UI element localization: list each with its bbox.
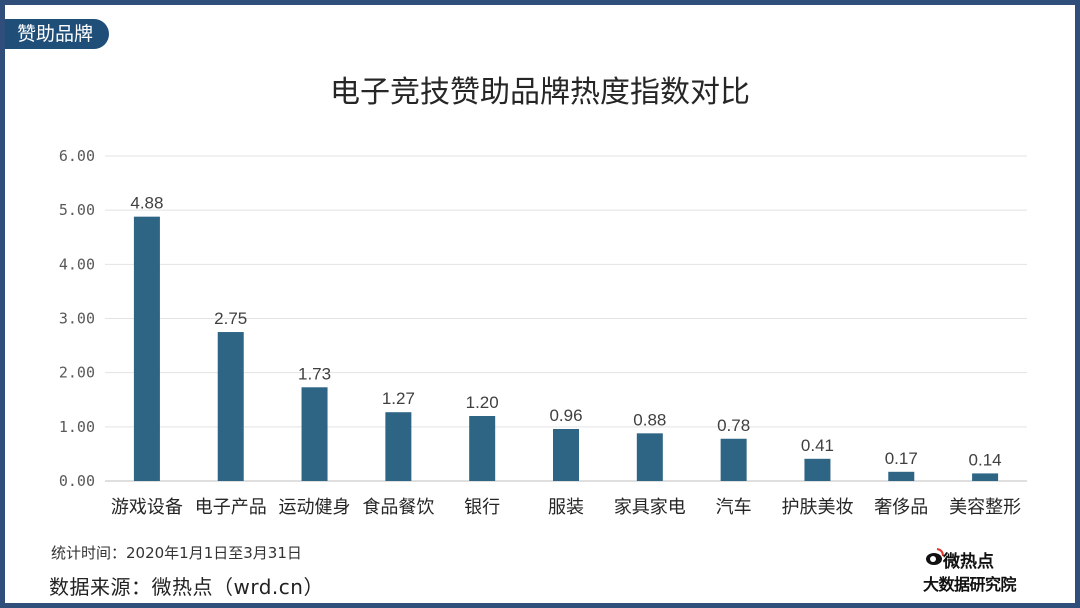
logo-text: 微热点 [943,552,994,572]
data-label: 1.20 [466,393,499,412]
category-label: 运动健身 [279,497,351,518]
y-tick-label: 0.00 [59,472,95,490]
bar [469,416,496,481]
bar [217,332,244,481]
data-label: 0.88 [633,410,666,429]
data-label: 0.14 [969,450,1002,469]
chart-title: 电子竞技赞助品牌热度指数对比 [330,75,750,110]
bar [385,412,412,481]
data-label: 0.41 [801,436,834,455]
category-label: 美容整形 [949,497,1021,518]
bar [133,216,160,481]
bar [972,473,999,481]
bar [301,387,328,481]
data-source: 数据来源：微热点（wrd.cn） [49,575,324,599]
data-label: 1.73 [298,364,331,383]
y-tick-label: 3.00 [59,310,95,328]
y-tick-label: 1.00 [59,418,95,436]
y-tick-label: 5.00 [59,201,95,219]
y-tick-label: 4.00 [59,255,95,273]
y-tick-label: 2.00 [59,364,95,382]
y-tick-label: 6.00 [59,147,95,165]
category-label: 奢侈品 [874,497,928,518]
data-label: 0.96 [549,406,582,425]
data-label: 2.75 [214,309,247,328]
category-label: 电子产品 [195,497,267,518]
weibo-eye-icon [926,548,944,565]
bar [888,471,915,481]
category-label: 食品餐饮 [362,497,434,518]
category-label: 服装 [548,497,584,518]
bar-chart: 0.00 1.00 2.00 3.00 4.00 5.00 6.00 4.88 游戏设备 2.75… [59,147,1027,518]
logo-subtext: 大数据研究院 [923,575,1017,594]
category-label: 护肤美妆 [781,497,853,518]
data-label: 0.17 [885,449,918,468]
category-label: 银行 [464,497,500,518]
stat-period-note: 统计时间：2020年1月1日至3月31日 [51,544,302,562]
wrd-logo: 微热点 大数据研究院 [923,545,1043,597]
category-label: 游戏设备 [111,497,183,518]
section-tag: 赞助品牌 [5,19,110,49]
bar [553,429,579,481]
data-label: 4.88 [130,194,163,213]
category-label: 汽车 [716,497,752,518]
data-label: 0.78 [717,416,750,435]
category-label: 家具家电 [614,497,686,518]
data-label: 1.27 [382,389,415,408]
slide-frame: 赞助品牌 电子竞技赞助品牌热度指数对比 0.00 1.00 2.00 3.00 4.00… [5,5,1075,603]
bar [804,458,831,481]
bar [636,433,663,481]
bar [720,438,747,481]
